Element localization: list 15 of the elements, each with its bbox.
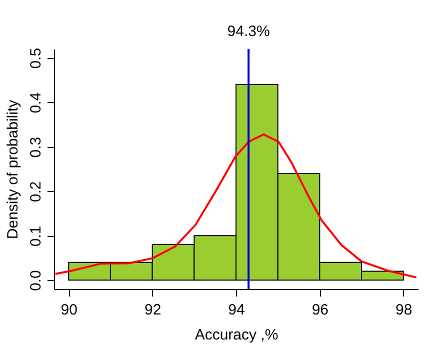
y-tick-label: 0.2 bbox=[28, 181, 44, 202]
ref-line-label: 94.3% bbox=[227, 23, 270, 40]
x-axis-title: Accuracy ,% bbox=[194, 326, 278, 344]
y-tick-label: 0.3 bbox=[28, 136, 44, 158]
x-tick-label: 96 bbox=[312, 302, 329, 318]
x-tick-label: 94 bbox=[228, 302, 245, 318]
x-tick-label: 98 bbox=[396, 302, 412, 318]
x-tick-label: 90 bbox=[60, 302, 78, 318]
y-tick-label: 0.5 bbox=[28, 48, 44, 69]
y-axis-title: Density of probability bbox=[4, 99, 22, 240]
line-series bbox=[54, 133, 418, 278]
x-tick-label: 92 bbox=[144, 302, 162, 318]
y-tick-label: 0.0 bbox=[28, 270, 44, 292]
y-tick-label: 0.1 bbox=[28, 226, 44, 247]
y-tick-label: 0.4 bbox=[28, 92, 44, 114]
